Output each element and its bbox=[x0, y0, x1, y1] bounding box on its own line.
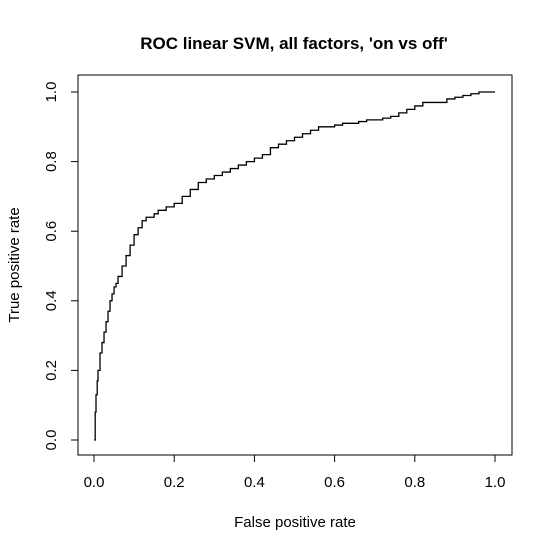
plot-frame bbox=[77, 74, 513, 456]
y-tick-label: 0.2 bbox=[43, 360, 60, 381]
x-tick-label: 0.4 bbox=[244, 474, 265, 491]
x-tick-label: 0.8 bbox=[404, 474, 425, 491]
x-axis-label: False positive rate bbox=[234, 514, 356, 531]
y-tick-label: 0.8 bbox=[43, 151, 60, 172]
x-axis: 0.0 0.2 0.4 0.6 0.8 1.0 bbox=[84, 455, 506, 491]
y-tick-label: 0.4 bbox=[43, 290, 60, 311]
y-tick-label: 1.0 bbox=[43, 82, 60, 103]
roc-curve-line bbox=[94, 91, 495, 441]
x-tick-label: 0.6 bbox=[324, 474, 345, 491]
y-axis-label: True positive rate bbox=[6, 207, 23, 322]
y-axis: 0.0 0.2 0.4 0.6 0.8 1.0 bbox=[43, 82, 78, 451]
x-tick-label: 1.0 bbox=[485, 474, 506, 491]
x-tick-label: 0.2 bbox=[164, 474, 185, 491]
chart-title: ROC linear SVM, all factors, 'on vs off' bbox=[140, 34, 448, 53]
y-tick-label: 0.0 bbox=[43, 430, 60, 451]
y-tick-label: 0.6 bbox=[43, 221, 60, 242]
x-tick-label: 0.0 bbox=[84, 474, 105, 491]
